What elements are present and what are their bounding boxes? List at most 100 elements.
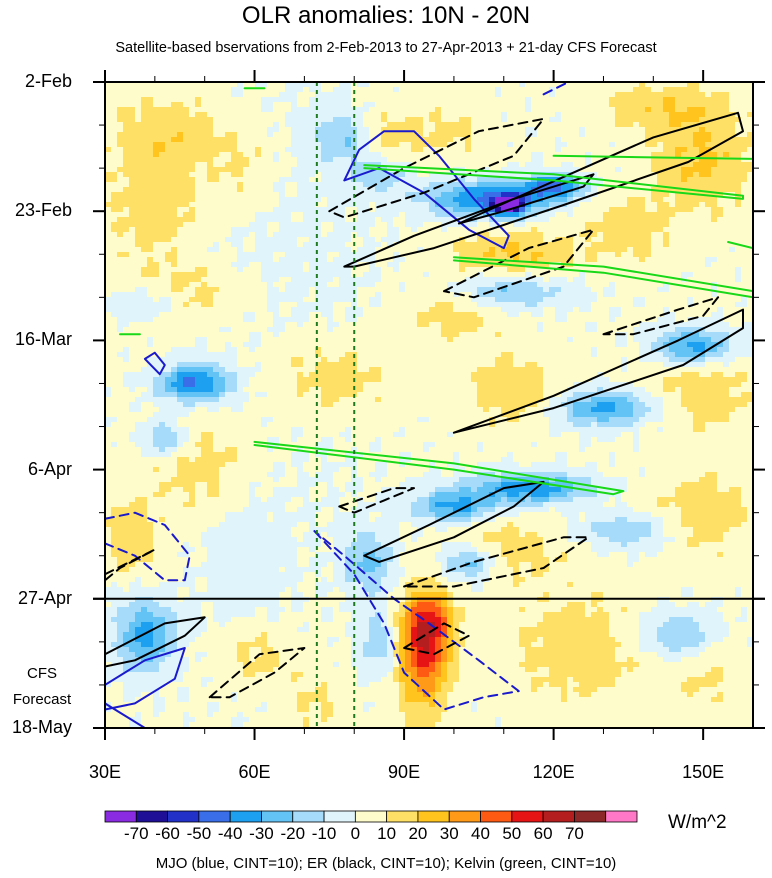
- field-cell: [123, 182, 130, 188]
- field-cell: [453, 242, 460, 248]
- field-cell: [273, 187, 280, 193]
- field-cell: [633, 132, 640, 138]
- field-cell: [471, 192, 478, 198]
- field-cell: [687, 82, 694, 88]
- field-cell: [231, 287, 238, 293]
- field-cell: [633, 257, 640, 263]
- field-cell: [699, 242, 706, 248]
- field-cell: [237, 252, 244, 258]
- field-cell: [111, 117, 118, 123]
- field-cell: [303, 197, 310, 203]
- field-cell: [633, 92, 640, 98]
- field-cell: [693, 247, 700, 253]
- field-cell: [387, 162, 394, 168]
- field-cell: [141, 97, 148, 103]
- field-cell: [159, 142, 166, 148]
- field-cell: [711, 177, 718, 183]
- field-cell: [729, 197, 736, 203]
- field-cell: [477, 112, 484, 118]
- field-cell: [495, 132, 502, 138]
- field-cell: [471, 112, 478, 118]
- field-cell: [237, 82, 244, 88]
- field-cell: [333, 232, 340, 238]
- field-cell: [429, 177, 436, 183]
- field-cell: [477, 237, 484, 243]
- field-cell: [711, 152, 718, 158]
- field-cell: [339, 302, 346, 308]
- field-cell: [459, 112, 466, 118]
- field-cell: [423, 227, 430, 233]
- field-cell: [357, 92, 364, 98]
- field-cell: [561, 147, 568, 153]
- field-cell: [519, 237, 526, 243]
- field-cell: [405, 162, 412, 168]
- field-cell: [501, 132, 508, 138]
- field-cell: [717, 117, 724, 123]
- field-cell: [195, 142, 202, 148]
- field-cell: [321, 97, 328, 103]
- field-cell: [135, 92, 142, 98]
- field-cell: [105, 262, 112, 268]
- field-cell: [177, 297, 184, 303]
- field-cell: [537, 92, 544, 98]
- field-cell: [543, 217, 550, 223]
- field-cell: [543, 227, 550, 233]
- field-cell: [255, 212, 262, 218]
- field-cell: [639, 122, 646, 128]
- field-cell: [255, 92, 262, 98]
- field-cell: [405, 282, 412, 288]
- field-cell: [147, 227, 154, 233]
- field-cell: [615, 182, 622, 188]
- field-cell: [501, 302, 508, 308]
- field-cell: [705, 167, 712, 173]
- field-cell: [291, 257, 298, 263]
- field-cell: [159, 162, 166, 168]
- field-cell: [189, 247, 196, 253]
- field-cell: [105, 132, 112, 138]
- field-cell: [273, 92, 280, 98]
- field-cell: [129, 307, 136, 313]
- field-cell: [657, 112, 664, 118]
- field-cell: [357, 137, 364, 143]
- field-cell: [117, 207, 124, 213]
- field-cell: [117, 217, 124, 223]
- field-cell: [483, 217, 490, 223]
- field-cell: [639, 147, 646, 153]
- field-cell: [111, 87, 118, 93]
- field-cell: [183, 257, 190, 263]
- field-cell: [495, 117, 502, 123]
- field-cell: [573, 132, 580, 138]
- field-cell: [165, 222, 172, 228]
- field-cell: [741, 237, 748, 243]
- field-cell: [543, 222, 550, 228]
- field-cell: [345, 107, 352, 113]
- field-cell: [537, 217, 544, 223]
- field-cell: [381, 292, 388, 298]
- field-cell: [555, 277, 562, 283]
- field-cell: [501, 87, 508, 93]
- field-cell: [195, 187, 202, 193]
- field-cell: [723, 237, 730, 243]
- field-cell: [405, 142, 412, 148]
- field-cell: [429, 137, 436, 143]
- field-cell: [183, 277, 190, 283]
- field-cell: [177, 157, 184, 163]
- field-cell: [243, 272, 250, 278]
- field-cell: [501, 292, 508, 298]
- field-cell: [429, 117, 436, 123]
- field-cell: [429, 172, 436, 178]
- field-cell: [657, 177, 664, 183]
- field-cell: [669, 292, 676, 298]
- field-cell: [729, 297, 736, 303]
- field-cell: [171, 312, 178, 318]
- field-cell: [645, 112, 652, 118]
- field-cell: [159, 152, 166, 158]
- field-cell: [255, 182, 262, 188]
- field-cell: [321, 192, 328, 198]
- field-cell: [165, 227, 172, 233]
- field-cell: [645, 202, 652, 208]
- field-cell: [129, 132, 136, 138]
- field-cell: [201, 212, 208, 218]
- field-cell: [615, 157, 622, 163]
- field-cell: [513, 177, 520, 183]
